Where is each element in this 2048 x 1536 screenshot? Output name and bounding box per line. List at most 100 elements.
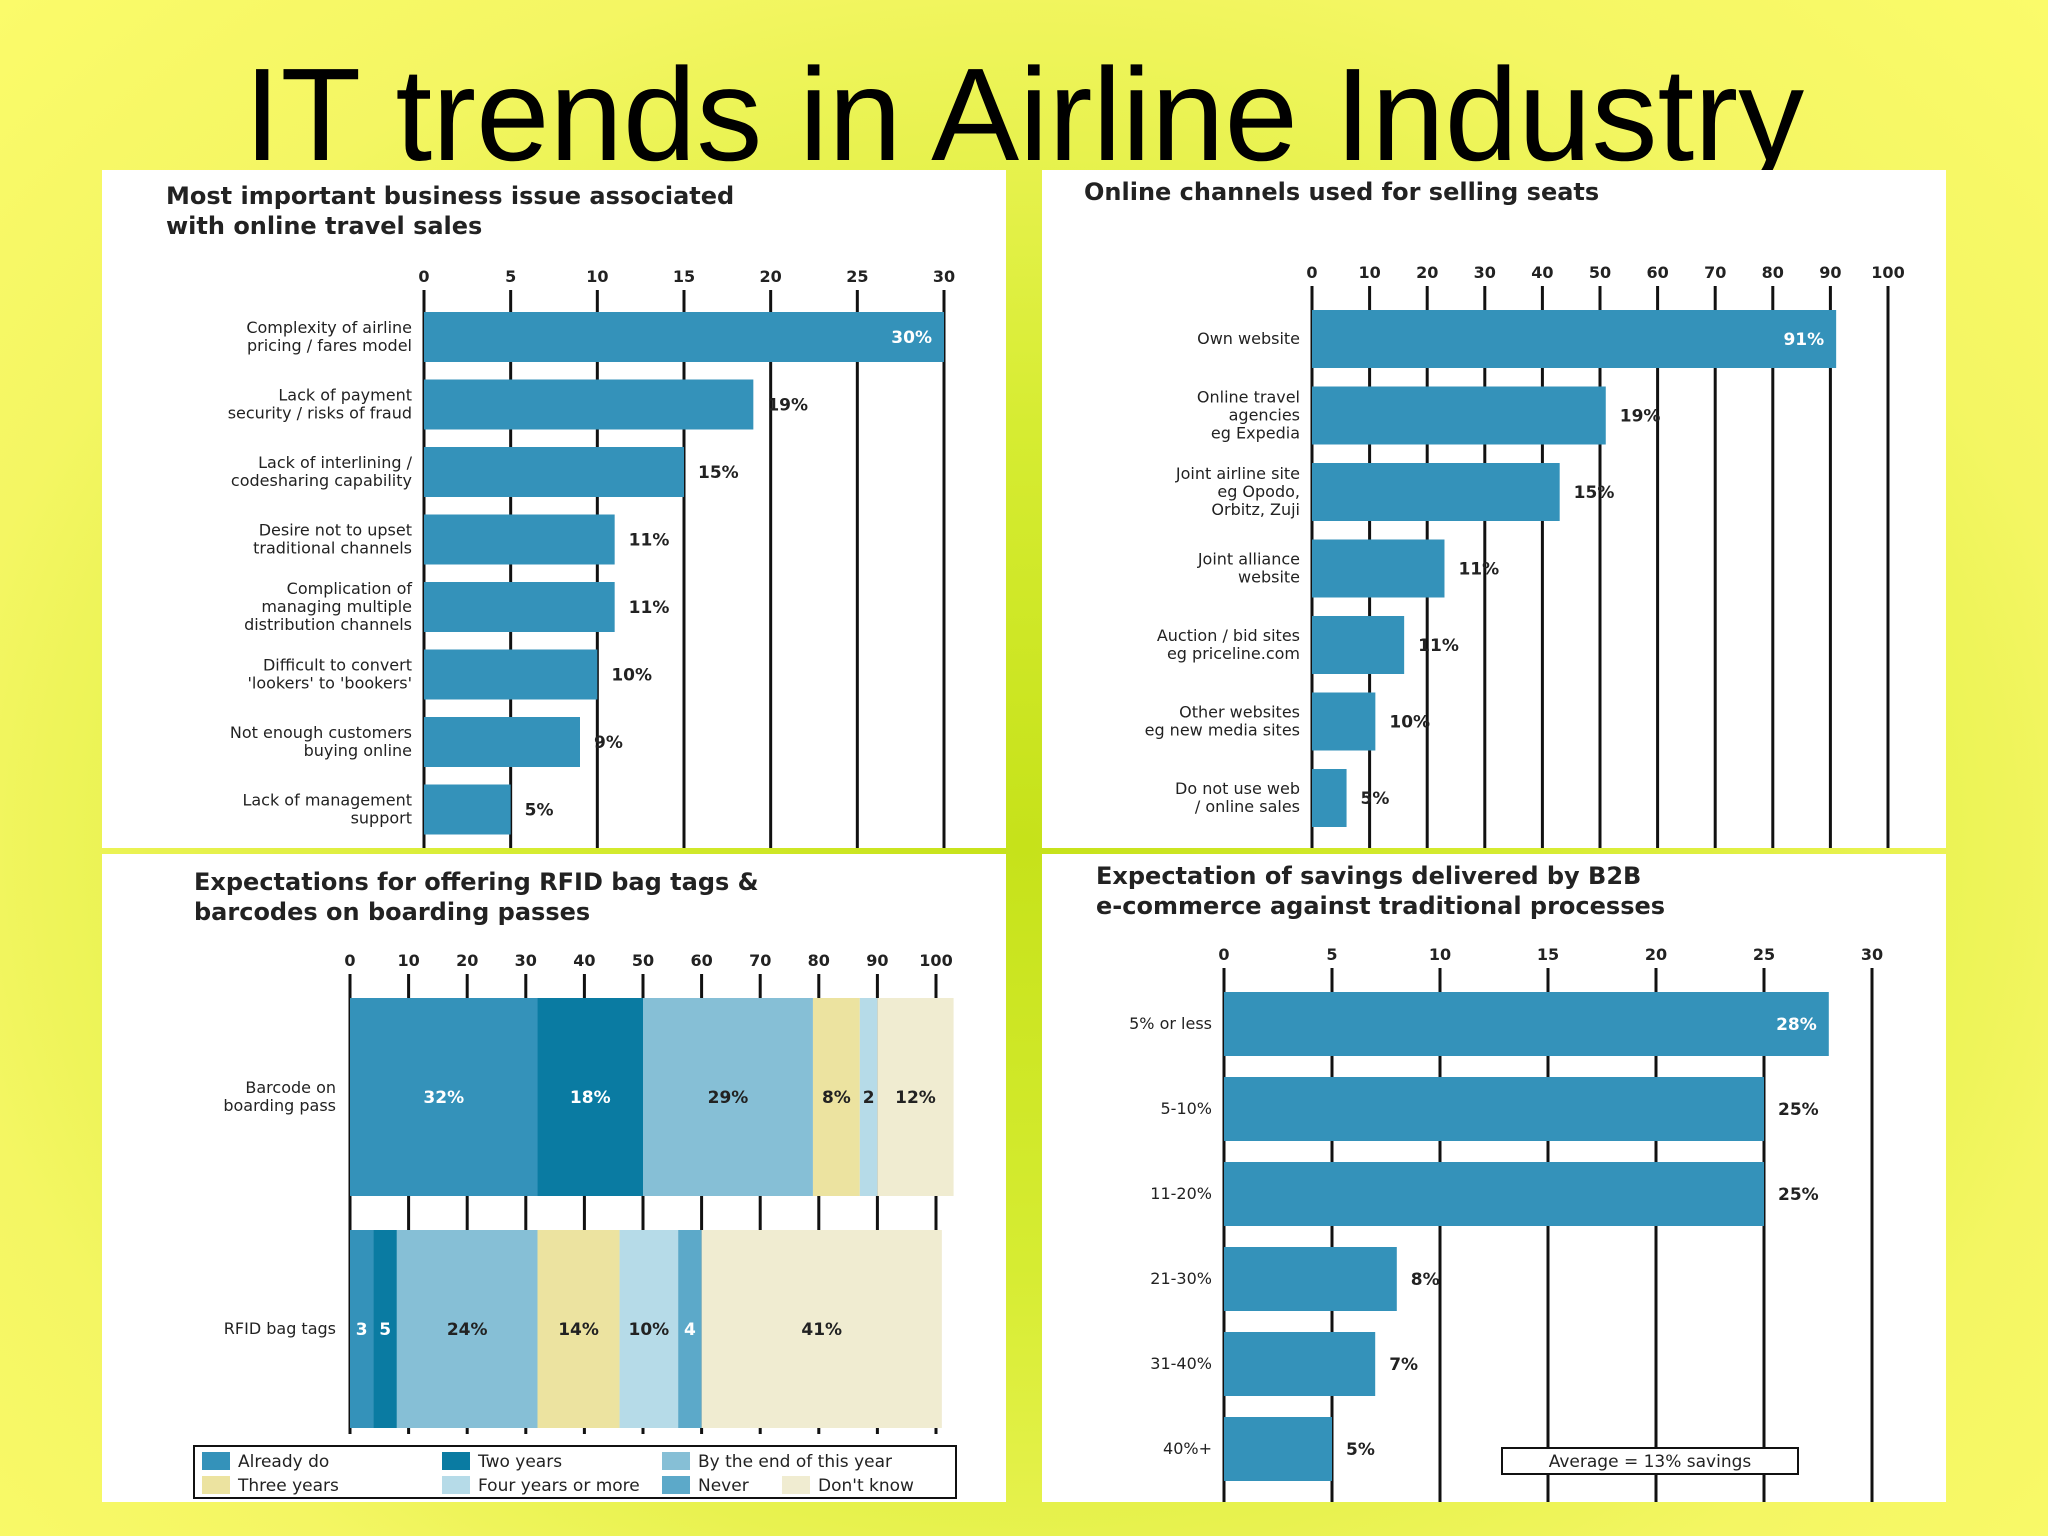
segment-label: 3 — [356, 1320, 368, 1340]
data-label: 5% — [525, 801, 554, 821]
chart-title-line: with online travel sales — [166, 212, 482, 240]
data-label: 9% — [594, 733, 623, 753]
category-label: Joint airline site — [1175, 464, 1300, 483]
x-tick-label: 100 — [1871, 263, 1904, 282]
legend-swatch — [202, 1476, 230, 1494]
segment-label: 2 — [863, 1088, 875, 1108]
x-tick-label: 15 — [1537, 945, 1559, 964]
chart-rfid-barcodes: Expectations for offering RFID bag tags … — [193, 868, 957, 1499]
x-tick-label: 10 — [586, 267, 608, 286]
data-label: 10% — [1389, 713, 1430, 733]
x-tick-label: 20 — [760, 267, 782, 286]
x-tick-label: 40 — [573, 951, 595, 970]
segment-label: 41% — [801, 1320, 842, 1340]
legend-entry: Don't know — [818, 1476, 914, 1496]
stacked-segment — [350, 998, 538, 1196]
x-tick-label: 20 — [1416, 263, 1438, 282]
legend-entry: Three years — [237, 1476, 339, 1496]
panel-online-channels: Online channels used for selling seats 0 1… — [1042, 170, 1946, 848]
category-label: Difficult to convert — [263, 656, 412, 675]
data-label: 5% — [1346, 1440, 1375, 1460]
category-label: buying online — [304, 741, 412, 760]
category-label: 21-30% — [1150, 1269, 1212, 1288]
category-label: Orbitz, Zuji — [1211, 500, 1300, 519]
data-label: 19% — [1620, 407, 1661, 427]
bar — [1312, 463, 1560, 521]
bar — [1224, 1077, 1764, 1141]
bar — [424, 784, 511, 835]
legend-swatch — [202, 1452, 230, 1470]
x-tick-label: 5 — [1326, 945, 1337, 964]
x-tick-label: 30 — [1861, 945, 1883, 964]
x-tick-label: 25 — [1753, 945, 1775, 964]
legend-entry: Already do — [238, 1452, 329, 1472]
category-label: Lack of payment — [278, 386, 412, 405]
chart-title-line: e-commerce against traditional processes — [1096, 892, 1665, 920]
segment-label: 14% — [558, 1320, 599, 1340]
data-label: 11% — [629, 531, 670, 551]
chart-b2b-savings: Expectation of savings delivered by B2Be… — [1096, 862, 1883, 1502]
data-label: 15% — [698, 463, 739, 483]
category-label: support — [351, 809, 412, 828]
legend-swatch — [442, 1476, 470, 1494]
x-tick-label: 80 — [1762, 263, 1784, 282]
x-tick-label: 90 — [866, 951, 888, 970]
stacked-segment — [678, 1230, 702, 1428]
category-label: 5-10% — [1160, 1099, 1212, 1118]
x-tick-label: 0 — [344, 951, 355, 970]
x-tick-label: 20 — [1645, 945, 1667, 964]
segment-label: 18% — [570, 1088, 611, 1108]
x-tick-label: 0 — [418, 267, 429, 286]
data-label: 7% — [1389, 1355, 1418, 1375]
legend-swatch — [662, 1452, 690, 1470]
x-tick-label: 60 — [690, 951, 712, 970]
category-label: Complication of — [287, 579, 413, 598]
category-label: Barcode on — [245, 1078, 336, 1097]
x-tick-label: 50 — [1589, 263, 1611, 282]
slide-title: IT trends in Airline Industry — [243, 41, 1805, 188]
bar — [1312, 616, 1405, 674]
stacked-segment — [812, 998, 860, 1196]
bar — [424, 514, 615, 565]
category-label: 40%+ — [1163, 1439, 1212, 1458]
x-tick-label: 0 — [1218, 945, 1229, 964]
x-tick-label: 80 — [808, 951, 830, 970]
category-label: codesharing capability — [231, 471, 412, 490]
category-label: agencies — [1229, 406, 1300, 425]
stacked-segment — [701, 1230, 942, 1428]
x-tick-label: 40 — [1531, 263, 1553, 282]
bar — [1224, 1247, 1397, 1311]
bar — [1312, 539, 1445, 598]
segment-label: 24% — [447, 1320, 488, 1340]
bar — [1312, 692, 1376, 751]
stacked-segment — [396, 1230, 538, 1428]
annotation-box — [1501, 1447, 1799, 1475]
x-tick-label: 100 — [919, 951, 952, 970]
data-label: 11% — [629, 598, 670, 618]
segment-label: 32% — [423, 1088, 464, 1108]
category-label: Lack of management — [242, 791, 412, 810]
bar — [424, 649, 598, 700]
stacked-segment — [643, 998, 813, 1196]
legend-entry: Never — [698, 1476, 749, 1496]
legend-entry: By the end of this year — [698, 1452, 892, 1472]
category-label: distribution channels — [244, 615, 412, 634]
segment-label: 5 — [379, 1320, 391, 1340]
bar — [1312, 386, 1606, 445]
x-tick-label: 60 — [1646, 263, 1668, 282]
category-label: RFID bag tags — [224, 1319, 336, 1338]
chart-title-line: Most important business issue associated — [166, 182, 734, 210]
x-tick-label: 70 — [749, 951, 771, 970]
segment-label: 4 — [684, 1320, 696, 1340]
stacked-segment — [373, 1230, 397, 1428]
x-tick-label: 90 — [1819, 263, 1841, 282]
legend-swatch — [442, 1452, 470, 1470]
bar — [424, 717, 580, 767]
category-label: 11-20% — [1150, 1184, 1212, 1203]
x-tick-label: 25 — [846, 267, 868, 286]
chart-title-line: Expectation of savings delivered by B2B — [1096, 862, 1641, 890]
panel-b2b-savings: Expectation of savings delivered by B2B e… — [1042, 854, 1946, 1502]
category-label: pricing / fares model — [247, 336, 412, 355]
stacked-segment — [537, 1230, 620, 1428]
data-label: 8% — [1411, 1270, 1440, 1290]
